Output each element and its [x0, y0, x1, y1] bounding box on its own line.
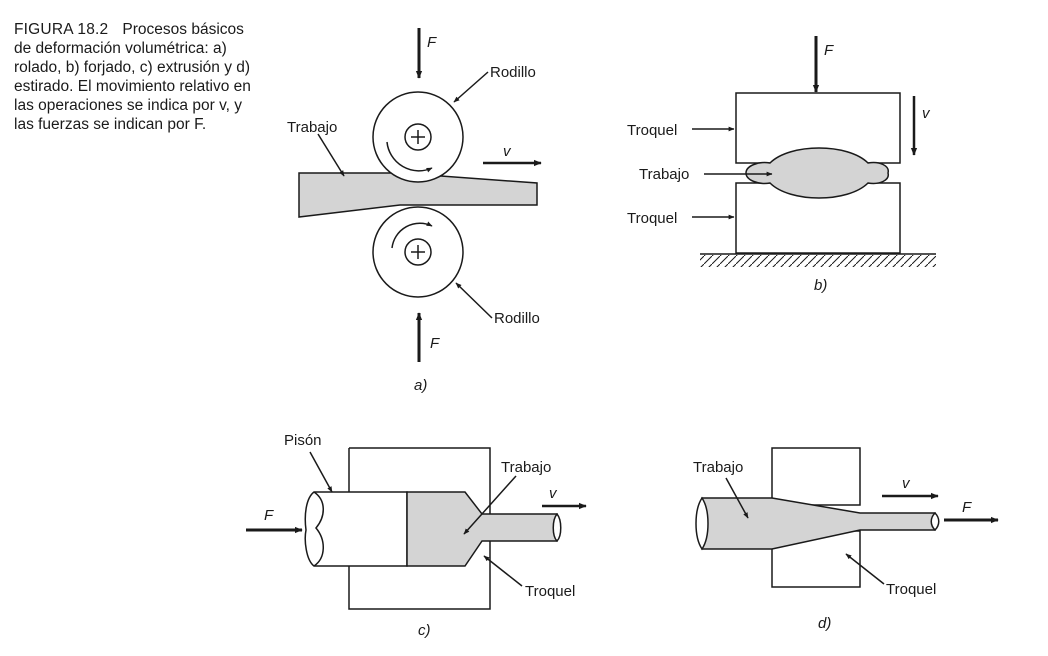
- roll-label-top: Rodillo: [490, 64, 536, 81]
- panel-tag-a: a): [414, 377, 427, 394]
- force-label-d: F: [962, 499, 972, 516]
- figure-caption: FIGURA 18.2 Procesos básicos de deformaci…: [14, 20, 254, 134]
- panel-tag-b: b): [814, 277, 827, 294]
- force-label-a-bottom: F: [430, 335, 440, 352]
- panel-tag-c: c): [418, 622, 431, 639]
- leader-rodillo-bottom: [455, 282, 493, 319]
- force-label-a-top: F: [427, 34, 437, 51]
- die-label-top: Troquel: [627, 122, 677, 139]
- work-label-a: Trabajo: [287, 119, 337, 136]
- die-d-top: [771, 447, 861, 506]
- leader-rodillo-top: [453, 71, 489, 103]
- figure-number: FIGURA 18.2: [14, 21, 109, 38]
- panel-d-drawing: [695, 447, 999, 588]
- leader-troquel-c: [483, 555, 523, 587]
- roll-label-bottom: Rodillo: [494, 310, 540, 327]
- work-label-b: Trabajo: [639, 166, 689, 183]
- panel-c-extrusion: [246, 447, 587, 610]
- roll-top-axle: [404, 123, 432, 151]
- panel-tag-d: d): [818, 615, 831, 632]
- work-label-c: Trabajo: [501, 459, 551, 476]
- die-label-bottom: Troquel: [627, 210, 677, 227]
- roll-top-rotation-arrow: [386, 141, 433, 173]
- work-label-d: Trabajo: [693, 459, 743, 476]
- force-label-c: F: [264, 507, 274, 524]
- roll-bottom-rotation-arrow: [391, 221, 433, 249]
- leader-trabajo-c: [463, 475, 517, 535]
- velocity-label-d: v: [902, 475, 911, 492]
- panel-a-rolling: [298, 28, 542, 362]
- caption-body: básicos de deformación volumétrica: a) r…: [14, 21, 251, 133]
- caption-title: Procesos: [122, 21, 188, 38]
- leader-pison: [309, 451, 333, 493]
- work-piece-b: [745, 147, 889, 199]
- panel-b-forging: [692, 36, 936, 267]
- velocity-label-b: v: [922, 105, 931, 122]
- ground-hatch: [700, 255, 936, 267]
- ram-label: Pisón: [284, 432, 322, 449]
- roll-bottom-axle: [404, 238, 432, 266]
- die-label-c: Troquel: [525, 583, 575, 600]
- leader-troquel-d: [845, 553, 885, 585]
- ram: [304, 491, 408, 567]
- die-label-d: Troquel: [886, 581, 936, 598]
- leader-trabajo-a: [317, 133, 345, 177]
- force-label-b: F: [824, 42, 834, 59]
- velocity-label-c: v: [549, 485, 558, 502]
- leader-trabajo-d: [725, 477, 749, 519]
- velocity-label-a: v: [503, 143, 512, 160]
